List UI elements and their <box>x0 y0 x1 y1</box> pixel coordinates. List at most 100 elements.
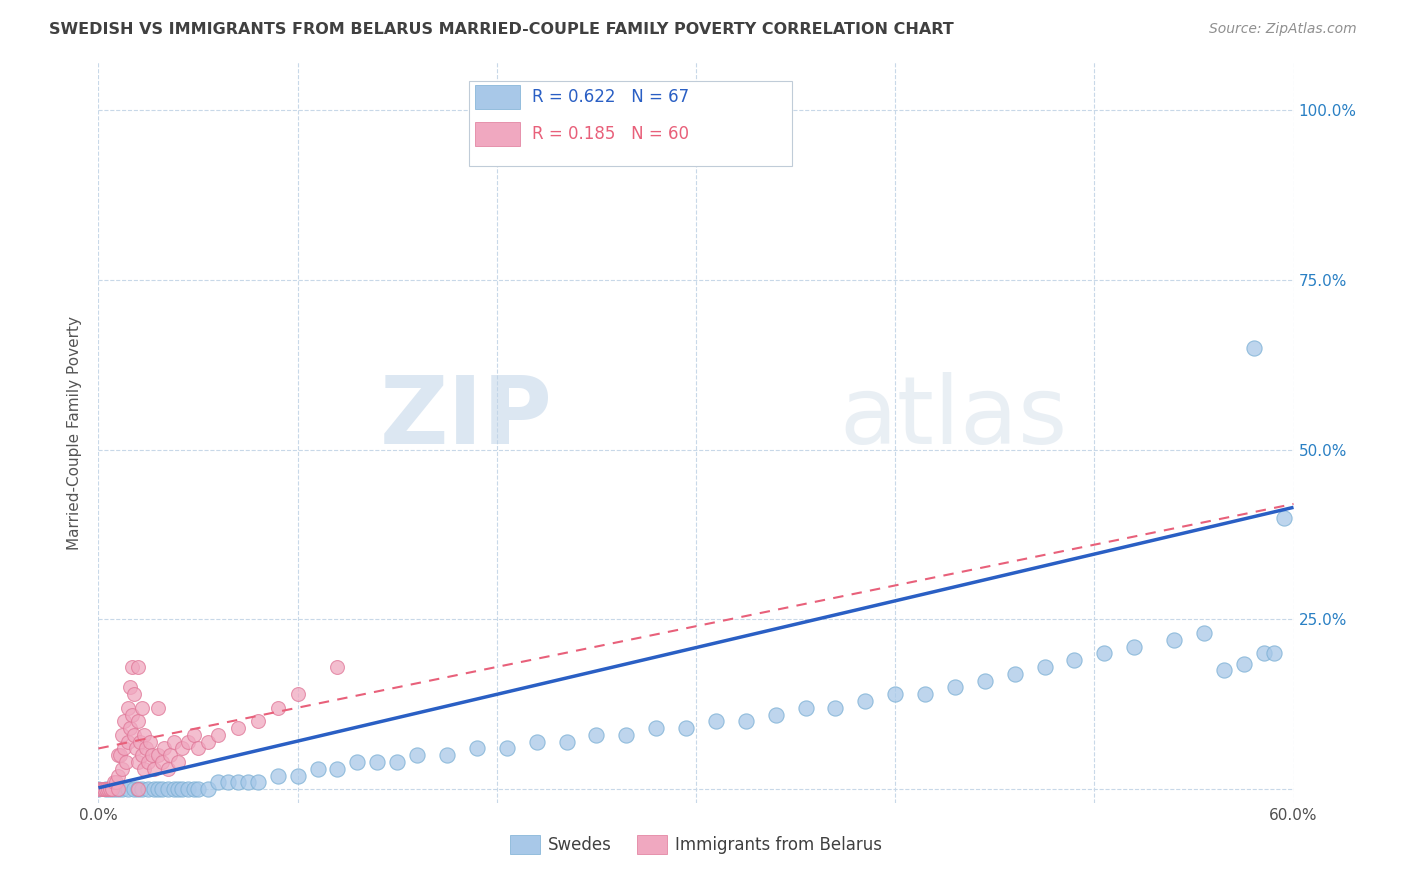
Point <box>124 728 146 742</box>
Y-axis label: Married-Couple Family Poverty: Married-Couple Family Poverty <box>67 316 83 549</box>
Point <box>96 782 118 797</box>
Point <box>406 748 429 763</box>
Point <box>236 775 259 789</box>
Point <box>824 700 846 714</box>
Point <box>127 782 149 797</box>
Point <box>526 734 548 748</box>
Point <box>111 728 134 742</box>
Point <box>287 687 309 701</box>
Point <box>127 714 149 729</box>
Point <box>1092 646 1115 660</box>
Point <box>111 762 134 776</box>
Point <box>98 782 122 797</box>
Point <box>96 782 118 797</box>
FancyBboxPatch shape <box>470 81 792 166</box>
FancyBboxPatch shape <box>475 122 520 146</box>
Point <box>177 782 200 797</box>
Point <box>614 728 637 742</box>
Point <box>172 782 194 797</box>
Point <box>127 782 149 797</box>
Point <box>107 782 129 797</box>
Point <box>1063 653 1085 667</box>
Point <box>1272 510 1295 524</box>
Point <box>136 782 159 797</box>
Point <box>107 748 129 763</box>
Point <box>107 782 129 797</box>
Point <box>187 741 209 756</box>
Point <box>1263 646 1285 660</box>
Point <box>117 700 139 714</box>
Point <box>172 741 194 756</box>
Point <box>121 707 143 722</box>
Point <box>150 782 173 797</box>
Point <box>107 769 129 783</box>
Point <box>226 721 249 735</box>
Point <box>183 728 205 742</box>
Point <box>153 741 176 756</box>
Point <box>1004 666 1026 681</box>
Point <box>157 782 180 797</box>
Point <box>110 748 132 763</box>
Point <box>1123 640 1146 654</box>
Point <box>129 734 152 748</box>
Text: ZIP: ZIP <box>380 372 553 464</box>
Point <box>973 673 995 688</box>
Point <box>1233 657 1256 671</box>
Point <box>246 714 269 729</box>
Point <box>385 755 409 769</box>
Point <box>217 775 239 789</box>
Point <box>120 681 142 695</box>
Point <box>177 734 200 748</box>
Point <box>121 660 143 674</box>
Point <box>326 660 349 674</box>
Point <box>207 728 229 742</box>
Point <box>98 782 122 797</box>
Point <box>1033 660 1056 674</box>
Point <box>115 755 138 769</box>
Legend: Swedes, Immigrants from Belarus: Swedes, Immigrants from Belarus <box>503 829 889 861</box>
FancyBboxPatch shape <box>475 86 520 109</box>
Point <box>465 741 488 756</box>
Point <box>120 721 142 735</box>
Point <box>143 782 166 797</box>
Point <box>125 741 148 756</box>
Point <box>307 762 329 776</box>
Point <box>914 687 936 701</box>
Point <box>112 714 135 729</box>
Point <box>150 755 173 769</box>
Point <box>326 762 349 776</box>
Point <box>97 782 120 797</box>
Point <box>1192 626 1215 640</box>
Point <box>91 782 114 797</box>
Point <box>187 782 209 797</box>
Point <box>105 775 128 789</box>
Point <box>87 782 110 797</box>
Point <box>134 762 156 776</box>
Point <box>884 687 907 701</box>
Text: R = 0.185   N = 60: R = 0.185 N = 60 <box>533 125 689 144</box>
Point <box>765 707 787 722</box>
Point <box>111 782 134 797</box>
Point <box>167 782 190 797</box>
Point <box>136 755 159 769</box>
Point <box>159 748 181 763</box>
Point <box>197 782 219 797</box>
Point <box>366 755 388 769</box>
Point <box>148 700 170 714</box>
Point <box>1243 341 1265 355</box>
Text: Source: ZipAtlas.com: Source: ZipAtlas.com <box>1209 22 1357 37</box>
Point <box>87 782 110 797</box>
Point <box>704 714 727 729</box>
Point <box>135 741 157 756</box>
Point <box>555 734 578 748</box>
Point <box>436 748 458 763</box>
Point <box>163 782 186 797</box>
Point <box>127 755 149 769</box>
Point <box>131 700 153 714</box>
Point <box>167 755 190 769</box>
Point <box>112 741 135 756</box>
Point <box>1253 646 1275 660</box>
Point <box>943 681 966 695</box>
Point <box>183 782 205 797</box>
Point <box>246 775 269 789</box>
